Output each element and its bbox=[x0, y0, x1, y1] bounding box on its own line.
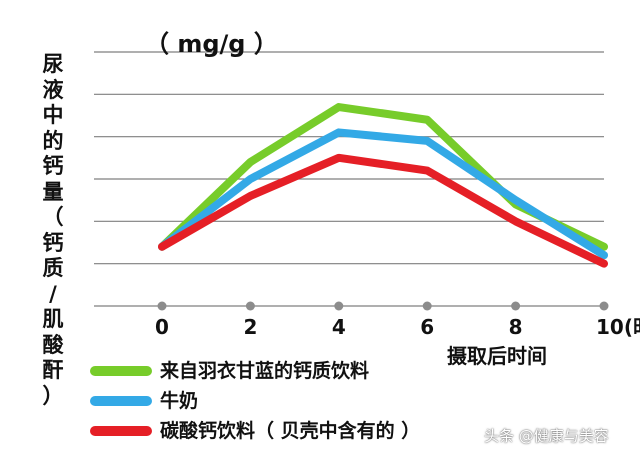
watermark: 头条 @健康与美容 bbox=[484, 427, 609, 445]
y-label-char-9: / bbox=[49, 281, 57, 306]
y-label-char-2: 中 bbox=[42, 103, 64, 127]
y-label-char-6: （ bbox=[42, 205, 64, 229]
series-line-1 bbox=[158, 128, 608, 260]
y-label-char-1: 液 bbox=[42, 77, 64, 102]
legend-swatch-kale bbox=[90, 366, 152, 376]
x-tick-label-1: 2 bbox=[243, 315, 257, 339]
y-label-char-11: 酸 bbox=[42, 332, 64, 357]
legend-item-calcium-carbonate: 碳酸钙饮料（ 贝壳中含有的 ） bbox=[90, 416, 510, 446]
legend-item-kale: 来自羽衣甘蓝的钙质饮料 bbox=[90, 356, 510, 386]
legend: 来自羽衣甘蓝的钙质饮料 牛奶 碳酸钙饮料（ 贝壳中含有的 ） bbox=[90, 356, 510, 446]
x-tick-label-4: 8 bbox=[509, 315, 523, 339]
y-label-char-4: 钙 bbox=[42, 154, 64, 178]
legend-item-milk: 牛奶 bbox=[90, 386, 510, 416]
legend-label-calcium-carbonate: 碳酸钙饮料（ 贝壳中含有的 ） bbox=[160, 420, 421, 442]
legend-swatch-calcium-carbonate bbox=[90, 426, 152, 436]
x-tick-marker-2 bbox=[334, 301, 344, 311]
x-tick-marker-0 bbox=[157, 301, 167, 311]
x-tick-label-2: 4 bbox=[332, 315, 346, 339]
x-tick-marker-4 bbox=[511, 301, 521, 311]
x-tick-marks bbox=[157, 301, 609, 311]
y-label-char-8: 质 bbox=[42, 256, 64, 280]
y-label-char-12: 酐 bbox=[42, 358, 64, 382]
y-label-char-7: 钙 bbox=[42, 230, 64, 255]
x-tick-label-5: 10(时间) bbox=[596, 315, 640, 339]
legend-swatch-milk bbox=[90, 396, 152, 406]
gridlines bbox=[94, 51, 604, 307]
x-tick-label-0: 0 bbox=[155, 315, 169, 339]
y-label-char-10: 肌 bbox=[42, 307, 64, 331]
y-label-char-13: ） bbox=[42, 383, 64, 408]
legend-label-kale: 来自羽衣甘蓝的钙质饮料 bbox=[160, 360, 370, 382]
x-tick-labels: 0 2 4 6 8 10(时间) bbox=[155, 315, 640, 339]
x-axis-label: 摄取后时间 bbox=[447, 344, 547, 368]
y-axis-label: 尿液中的钙量（钙质 / 肌酸酐） bbox=[40, 52, 66, 409]
series-line-0 bbox=[158, 103, 608, 251]
series-line-2 bbox=[158, 153, 608, 268]
x-tick-marker-1 bbox=[245, 301, 255, 311]
x-tick-marker-5 bbox=[599, 301, 609, 311]
y-label-char-3: 的 bbox=[42, 128, 64, 153]
legend-label-milk: 牛奶 bbox=[160, 390, 199, 412]
unit-label: （ mg/g ） bbox=[145, 30, 278, 58]
x-tick-label-3: 6 bbox=[420, 315, 434, 339]
series-lines bbox=[158, 103, 608, 268]
y-label-char-0: 尿 bbox=[42, 52, 64, 76]
y-label-char-5: 量 bbox=[42, 179, 64, 204]
x-tick-marker-3 bbox=[422, 301, 432, 311]
